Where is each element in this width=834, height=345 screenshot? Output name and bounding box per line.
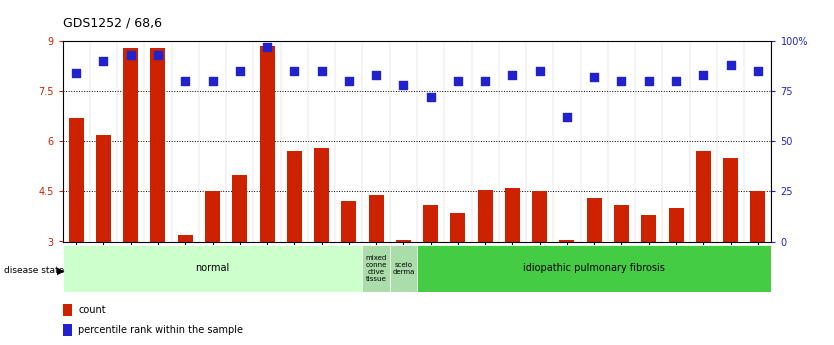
Point: [479, 79, 492, 84]
Point: [615, 79, 628, 84]
Text: percentile rank within the sample: percentile rank within the sample: [78, 325, 244, 335]
Bar: [723, 158, 738, 242]
Point: [724, 63, 737, 68]
Point: [696, 73, 710, 78]
Text: scelo
derma: scelo derma: [392, 262, 414, 275]
Point: [97, 59, 110, 64]
Point: [342, 79, 355, 84]
Bar: [63, 304, 72, 316]
Point: [234, 69, 247, 74]
Point: [124, 53, 138, 58]
Point: [424, 95, 437, 100]
Bar: [178, 235, 193, 242]
Point: [397, 83, 410, 88]
Text: ▶: ▶: [57, 266, 64, 276]
Bar: [696, 151, 711, 242]
Point: [178, 79, 192, 84]
Bar: [233, 175, 247, 241]
Point: [288, 69, 301, 74]
Bar: [363, 245, 389, 292]
Point: [151, 53, 164, 58]
Bar: [751, 191, 766, 242]
Point: [69, 71, 83, 76]
Point: [642, 79, 656, 84]
Bar: [96, 135, 111, 242]
Bar: [63, 324, 72, 336]
Point: [206, 79, 219, 84]
Point: [587, 75, 600, 80]
Bar: [205, 191, 220, 242]
Bar: [478, 190, 493, 242]
Bar: [123, 48, 138, 242]
Bar: [68, 118, 83, 242]
Text: idiopathic pulmonary fibrosis: idiopathic pulmonary fibrosis: [523, 263, 666, 273]
Bar: [63, 245, 363, 292]
Bar: [423, 205, 438, 241]
Text: mixed
conne
ctive
tissue: mixed conne ctive tissue: [365, 255, 387, 282]
Point: [369, 73, 383, 78]
Bar: [417, 245, 771, 292]
Bar: [532, 191, 547, 242]
Bar: [287, 151, 302, 242]
Bar: [314, 148, 329, 242]
Point: [451, 79, 465, 84]
Bar: [560, 240, 575, 241]
Bar: [669, 208, 684, 242]
Bar: [505, 188, 520, 241]
Point: [533, 69, 546, 74]
Point: [560, 115, 574, 120]
Bar: [369, 195, 384, 242]
Text: count: count: [78, 305, 106, 315]
Text: normal: normal: [195, 263, 229, 273]
Point: [315, 69, 329, 74]
Bar: [259, 47, 274, 242]
Text: disease state: disease state: [4, 266, 64, 275]
Bar: [587, 198, 601, 241]
Bar: [389, 245, 417, 292]
Point: [260, 45, 274, 50]
Point: [670, 79, 683, 84]
Bar: [450, 213, 465, 242]
Bar: [150, 48, 165, 242]
Point: [505, 73, 519, 78]
Bar: [614, 205, 629, 241]
Bar: [396, 240, 411, 241]
Bar: [341, 201, 356, 242]
Bar: [641, 215, 656, 242]
Point: [751, 69, 765, 74]
Text: GDS1252 / 68,6: GDS1252 / 68,6: [63, 17, 162, 30]
